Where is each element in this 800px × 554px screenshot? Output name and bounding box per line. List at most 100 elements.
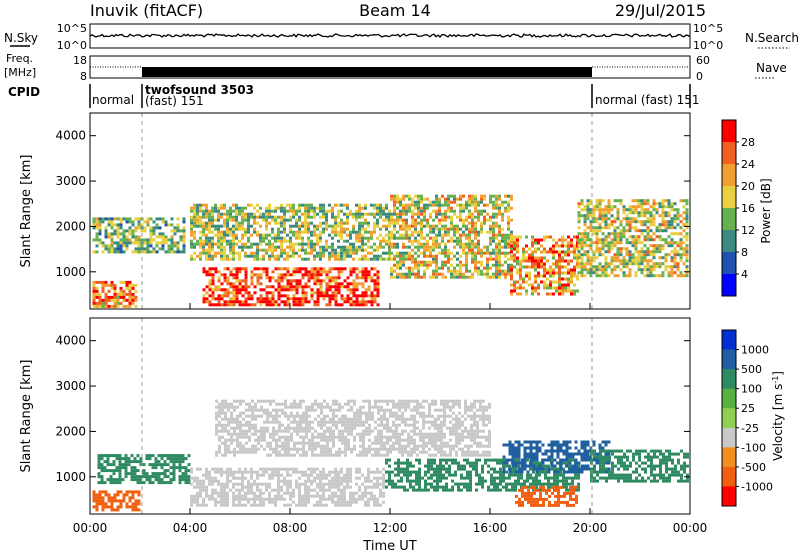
heat-cell (146, 220, 150, 224)
heat-cell (676, 214, 680, 218)
heat-cell (402, 194, 405, 198)
heat-cell (341, 441, 344, 445)
heat-cell (652, 214, 656, 218)
heat-cell (335, 414, 338, 418)
heat-cell (652, 253, 656, 257)
heat-cell (543, 250, 546, 254)
heat-cell (622, 247, 626, 251)
heat-cell (310, 294, 314, 298)
heat-cell (441, 275, 444, 279)
heat-cell (607, 244, 611, 248)
heat-cell (652, 268, 656, 272)
heat-cell (119, 286, 123, 290)
heat-cell (504, 245, 507, 249)
heat-cell (326, 429, 329, 433)
heat-cell (510, 254, 513, 258)
heat-cell (260, 426, 263, 430)
heat-cell (328, 257, 331, 261)
heat-cell (344, 438, 347, 442)
heat-cell (373, 297, 377, 301)
heat-cell (244, 242, 247, 246)
heat-cell (251, 408, 254, 412)
heat-cell (121, 478, 125, 482)
heat-cell (323, 420, 326, 424)
heat-cell (202, 503, 205, 507)
heat-cell (284, 447, 287, 451)
heat-cell (682, 250, 686, 254)
heat-cell (516, 256, 519, 260)
heat-cell (373, 288, 377, 292)
heat-cell (115, 478, 119, 482)
heat-cell (95, 235, 99, 239)
heat-cell (106, 469, 110, 473)
heat-cell (317, 420, 320, 424)
heat-cell (143, 247, 147, 251)
heat-cell (277, 285, 281, 289)
heat-cell (268, 276, 272, 280)
heat-cell (474, 206, 477, 210)
heat-cell (622, 205, 626, 209)
heat-cell (262, 236, 265, 240)
heat-cell (268, 233, 271, 237)
heat-cell (215, 450, 218, 454)
heat-cell (245, 441, 248, 445)
heat-cell (109, 469, 113, 473)
heat-cell (631, 238, 635, 242)
heat-cell (262, 503, 265, 507)
heat-cell (373, 248, 376, 252)
heat-cell (115, 466, 119, 470)
heat-cell (388, 239, 391, 243)
heat-cell (202, 267, 206, 271)
heat-cell (376, 291, 380, 295)
heat-cell (377, 441, 380, 445)
heat-cell (217, 288, 221, 292)
heat-cell (137, 508, 141, 512)
heat-cell (292, 270, 296, 274)
heat-cell (404, 420, 407, 424)
heat-cell (573, 256, 576, 260)
heat-cell (682, 223, 686, 227)
heat-cell (220, 236, 223, 240)
heat-cell (286, 257, 289, 261)
heat-cell (277, 488, 280, 492)
heat-cell (408, 209, 411, 213)
heat-cell (477, 233, 480, 237)
heat-cell (353, 426, 356, 430)
heat-cell (331, 209, 334, 213)
heat-cell (217, 224, 220, 228)
heat-cell (592, 241, 596, 245)
heat-cell (220, 215, 223, 219)
heat-cell (326, 450, 329, 454)
heat-cell (253, 285, 257, 289)
heat-cell (154, 466, 158, 470)
heat-cell (169, 454, 173, 458)
heat-cell (253, 257, 256, 261)
heat-cell (119, 301, 123, 305)
heat-cell (435, 245, 438, 249)
heat-cell (290, 435, 293, 439)
heat-cell (346, 276, 350, 280)
heat-cell (299, 441, 302, 445)
heat-cell (220, 245, 223, 249)
heat-cell (495, 224, 498, 228)
heat-cell (329, 450, 332, 454)
heat-cell (364, 254, 367, 258)
heat-cell (298, 224, 301, 228)
heat-cell (405, 206, 408, 210)
heat-cell (601, 220, 605, 224)
heat-cell (332, 438, 335, 442)
heat-cell (685, 217, 689, 221)
heat-cell (331, 248, 334, 252)
heat-cell (220, 470, 223, 474)
heat-cell (337, 267, 341, 271)
heat-cell (319, 279, 323, 283)
heat-cell (173, 229, 177, 233)
heat-cell (118, 460, 122, 464)
heat-cell (589, 199, 593, 203)
heat-cell (107, 298, 111, 302)
heat-cell (388, 245, 391, 249)
heat-cell (459, 227, 462, 231)
heat-cell (137, 502, 141, 506)
heat-cell (265, 276, 269, 280)
heat-cell (423, 215, 426, 219)
